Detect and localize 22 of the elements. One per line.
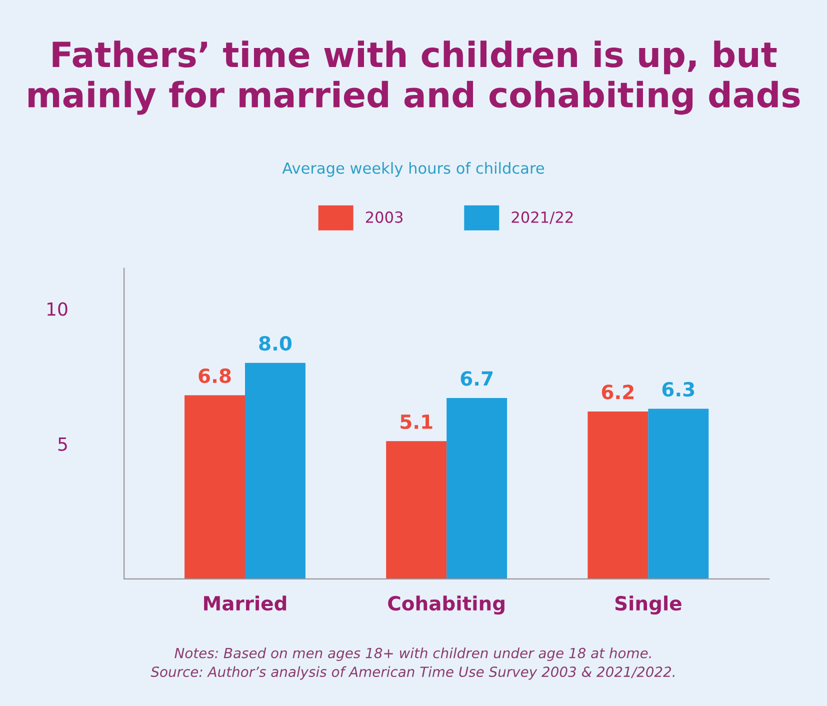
y-tick-label: 10 [48, 302, 68, 316]
legend-label: 2021/22 [512, 211, 573, 224]
bar [446, 398, 508, 579]
data-label: 6.7 [460, 371, 492, 386]
x-tick-label: Single [615, 596, 682, 615]
chart-subtitle: Average weekly hours of childcare [282, 162, 544, 177]
legend-label: 2003 [366, 211, 403, 223]
x-tick-label: Cohabiting [388, 596, 504, 615]
data-label: 6.8 [198, 368, 231, 384]
data-label: 6.3 [662, 382, 694, 397]
bar [245, 362, 306, 579]
bar [588, 411, 648, 579]
bar [386, 441, 447, 579]
data-label: 5.1 [400, 414, 432, 430]
chart-title: Fathers’ time with children is up, but mainly for married and cohabiting dads [28, 40, 800, 115]
bar [184, 395, 245, 579]
bar [648, 408, 709, 579]
data-label: 8.0 [259, 336, 292, 351]
y-tick-label: 5 [58, 438, 67, 451]
text: Notes: Based on men ages 18+ with children under age 18 at home. Source: Author’s analysis of American Time Use Survey 2003 & 2021/2022. [150, 648, 674, 680]
x-tick-label: Married [204, 596, 286, 611]
data-label: 6.2 [602, 384, 634, 400]
